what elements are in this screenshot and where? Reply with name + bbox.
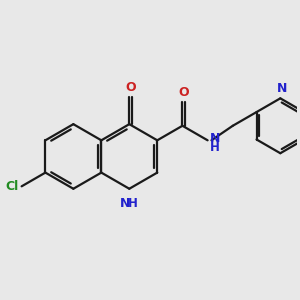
Text: O: O: [178, 86, 189, 99]
Text: H: H: [128, 197, 137, 210]
Text: O: O: [125, 81, 136, 94]
Text: N: N: [120, 197, 130, 210]
Text: N: N: [276, 82, 287, 95]
Text: N: N: [210, 132, 220, 145]
Text: Cl: Cl: [5, 180, 18, 193]
Text: H: H: [210, 141, 220, 154]
